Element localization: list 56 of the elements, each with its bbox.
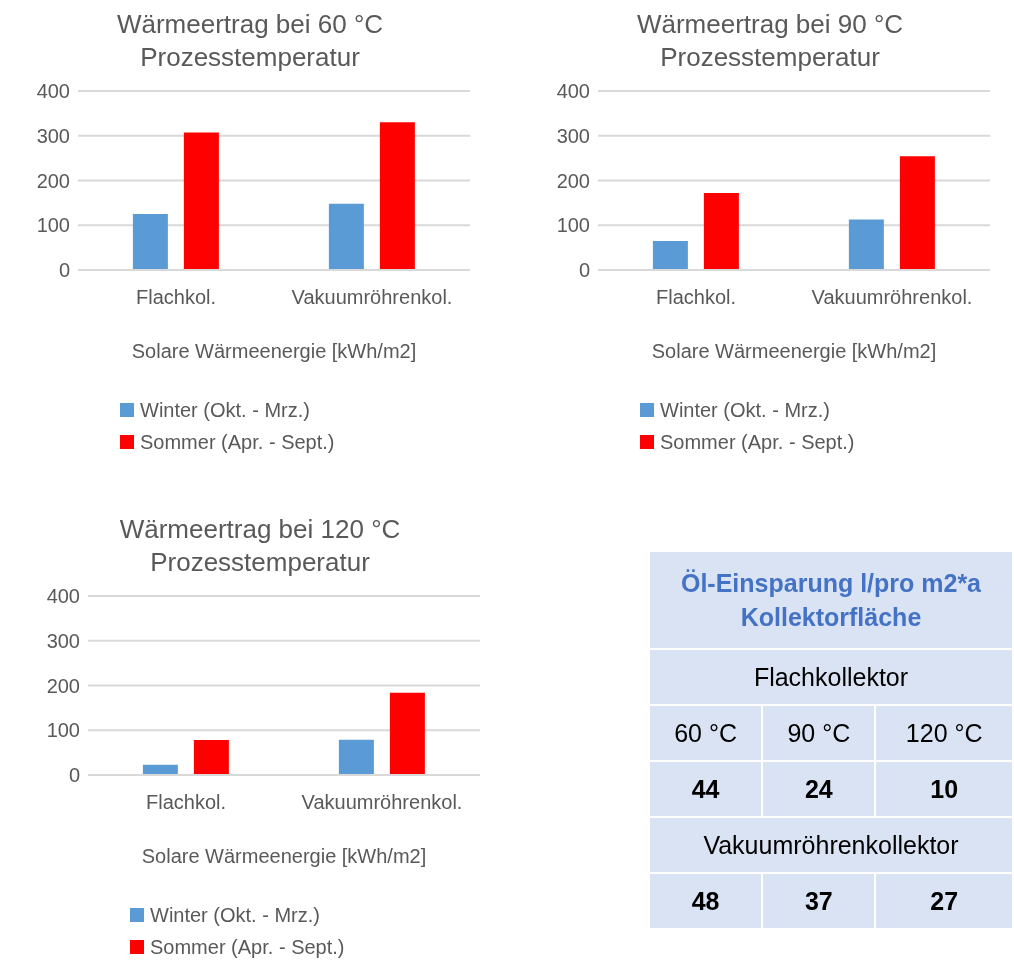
bar: [379, 122, 415, 270]
x-tick-label: Flachkol.: [145, 791, 227, 814]
y-tick-label: 100: [36, 214, 70, 237]
y-tick-label: 400: [36, 80, 70, 103]
bar: [132, 214, 168, 270]
bar: [193, 740, 229, 775]
text: 120 °C: [875, 705, 1013, 761]
y-tick-label: 300: [46, 629, 80, 652]
x-tick-label: Vakuumröhrenkol.: [291, 286, 453, 309]
text: 44: [649, 761, 763, 817]
y-tick-label: 400: [556, 80, 590, 103]
x-axis-title: Solare Wärmeenergie [kWh/m2]: [141, 845, 427, 867]
y-tick-label: 300: [36, 124, 70, 147]
x-tick-label: Flachkol.: [655, 286, 737, 309]
text: 24: [762, 761, 876, 817]
text: 60 °C: [649, 705, 763, 761]
y-tick-label: 100: [46, 719, 80, 742]
y-tick-label: 0: [578, 259, 590, 282]
text: 48: [649, 873, 763, 929]
chart-title: Wärmeertrag bei 60 °C Prozesstemperatur: [115, 8, 385, 74]
bar: [848, 219, 884, 270]
y-tick-label: 100: [556, 214, 590, 237]
y-tick-label: 0: [58, 259, 70, 282]
y-tick-label: 200: [556, 169, 590, 192]
y-tick-label: 0: [68, 764, 80, 787]
text: 10: [875, 761, 1013, 817]
y-tick-label: 200: [36, 169, 70, 192]
bar: [338, 739, 374, 775]
legend-label: Sommer (Apr. - Sept.): [150, 935, 345, 959]
text: Vakuumröhrenkollektor: [649, 817, 1013, 873]
legend-label: Winter (Okt. - Mrz.): [140, 398, 310, 422]
text: 90 °C: [762, 705, 876, 761]
legend-label: Winter (Okt. - Mrz.): [150, 903, 320, 927]
legend-label: Sommer (Apr. - Sept.): [660, 430, 855, 454]
x-tick-label: Flachkol.: [135, 286, 217, 309]
text: 27: [875, 873, 1013, 929]
text: 37: [762, 873, 876, 929]
bar: [652, 240, 688, 270]
legend-label: Winter (Okt. - Mrz.): [660, 398, 830, 422]
y-tick-label: 300: [556, 124, 590, 147]
x-axis-title: Solare Wärmeenergie [kWh/m2]: [651, 340, 937, 362]
bar: [183, 132, 219, 270]
chart-title: Wärmeertrag bei 90 °C Prozesstemperatur: [635, 8, 905, 74]
x-tick-label: Vakuumröhrenkol.: [301, 791, 463, 814]
bar: [328, 203, 364, 270]
legend-label: Sommer (Apr. - Sept.): [140, 430, 335, 454]
bar: [703, 193, 739, 270]
bar: [389, 692, 425, 775]
text: Flachkollektor: [649, 649, 1013, 705]
x-axis-title: Solare Wärmeenergie [kWh/m2]: [131, 340, 417, 362]
y-tick-label: 400: [46, 585, 80, 608]
chart-title: Wärmeertrag bei 120 °C Prozesstemperatur: [118, 513, 402, 579]
x-tick-label: Vakuumröhrenkol.: [811, 286, 973, 309]
y-tick-label: 200: [46, 674, 80, 697]
bar: [899, 156, 935, 270]
text: Öl-Einsparung l/pro m2*a Kollektorfläche: [649, 551, 1013, 649]
